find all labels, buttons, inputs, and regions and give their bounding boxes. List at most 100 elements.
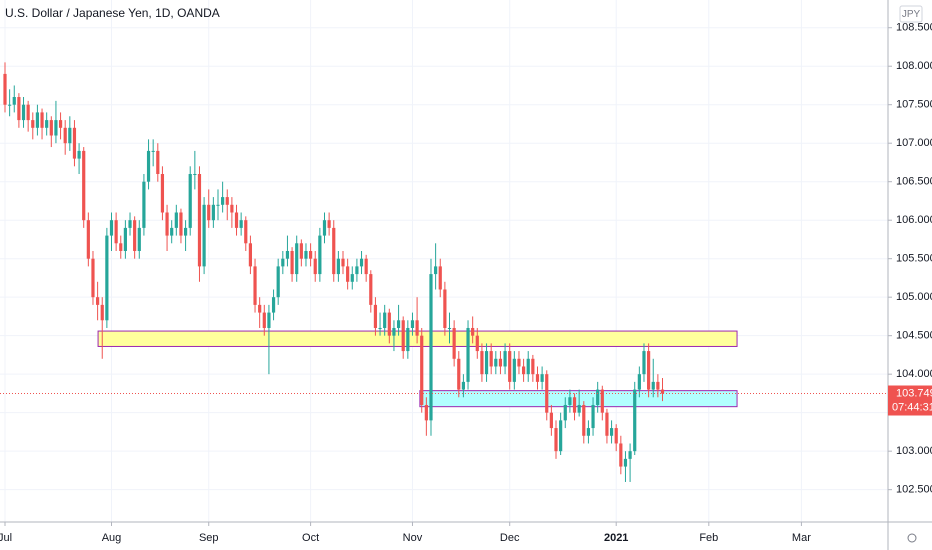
candle-body — [17, 97, 21, 121]
currency-label[interactable]: JPY — [902, 9, 921, 20]
candle-body — [267, 312, 271, 328]
candle-body — [197, 174, 202, 267]
candle-body — [410, 320, 415, 328]
x-tick-label: Jul — [0, 532, 12, 544]
plot — [0, 62, 888, 482]
x-tick-label: Feb — [699, 532, 718, 544]
candle-body — [526, 358, 530, 375]
candle-body — [262, 312, 266, 328]
candle-body — [591, 404, 595, 429]
candle-body — [128, 220, 132, 228]
candle-body — [123, 227, 127, 251]
x-tick-label: 2021 — [604, 532, 628, 544]
y-tick-label: 108.000 — [896, 60, 932, 72]
candle-body — [517, 358, 521, 367]
y-tick-label: 107.000 — [896, 137, 932, 149]
candle-body — [295, 243, 299, 275]
candle-body — [105, 235, 109, 321]
currency-button[interactable] — [899, 5, 923, 23]
x-tick-label: Sep — [199, 532, 219, 544]
y-tick-label: 106.000 — [896, 214, 932, 226]
y-tick-label: 105.000 — [896, 291, 932, 303]
candle-body — [332, 227, 336, 275]
candle-body — [285, 250, 290, 259]
candle-body — [498, 358, 503, 367]
candle-body — [211, 204, 215, 221]
zone — [419, 390, 738, 408]
candle-body — [637, 374, 641, 390]
candle-body — [202, 204, 206, 267]
candle-body — [373, 304, 378, 328]
candle-body — [188, 174, 192, 228]
candle-body — [540, 374, 544, 382]
candle-body — [318, 235, 322, 275]
candle-body — [494, 358, 498, 367]
candle-body — [568, 397, 572, 405]
candle-body — [341, 258, 345, 267]
candle-body — [420, 335, 424, 405]
candle-body — [234, 212, 239, 228]
candle-body — [281, 258, 285, 267]
candle-body — [577, 404, 581, 413]
candle-body — [387, 312, 391, 336]
y-tick-label: 104.000 — [896, 368, 932, 380]
candle-body — [535, 374, 540, 382]
candle-body — [651, 381, 655, 390]
candle-body — [221, 197, 225, 205]
candle-body — [336, 258, 340, 275]
candle-body — [276, 266, 280, 298]
candle-body — [21, 104, 26, 121]
candle-body — [359, 258, 364, 267]
candle-body — [109, 220, 114, 236]
candle-body — [660, 389, 665, 394]
candle-body — [54, 120, 58, 136]
candle-body — [452, 327, 456, 359]
candle-body — [364, 258, 368, 275]
candle-body — [605, 412, 609, 436]
candle-body — [656, 381, 660, 390]
candle-body — [327, 220, 331, 228]
candle-body — [647, 351, 651, 390]
candle-body — [100, 304, 104, 321]
candle-body — [438, 266, 442, 290]
last-price-box — [888, 385, 932, 416]
candle-body — [429, 274, 433, 421]
candle-body — [378, 327, 382, 329]
candle-body — [355, 266, 359, 275]
candle-body — [63, 127, 67, 144]
candle-body — [628, 451, 632, 459]
candle-body — [434, 266, 438, 275]
y-tick-label: 107.500 — [896, 99, 932, 111]
candle-body — [225, 197, 229, 205]
candle-body — [290, 250, 294, 275]
candle-body — [142, 181, 146, 228]
candle-body — [114, 220, 118, 244]
settings-icon[interactable] — [907, 533, 917, 543]
candle-body — [72, 127, 77, 159]
candle-body — [475, 335, 479, 352]
settings-gear[interactable] — [907, 533, 917, 543]
candle-body — [119, 243, 123, 251]
candle-body — [424, 404, 428, 421]
candle-body — [642, 351, 646, 375]
candle-body — [484, 351, 489, 375]
candle-body — [309, 250, 313, 259]
candle-body — [559, 420, 563, 452]
candle-body — [82, 150, 86, 221]
last-price-label: 103.749 — [896, 387, 932, 399]
candle-body — [271, 297, 276, 313]
y-tick-label: 104.500 — [896, 330, 932, 342]
candle-body — [35, 112, 40, 128]
candle-body — [563, 404, 567, 421]
candle-body — [299, 243, 303, 259]
candle-body — [133, 220, 137, 251]
candle-body — [457, 358, 461, 390]
grid — [0, 0, 888, 522]
candle-body — [151, 150, 155, 152]
candle-body — [248, 243, 253, 267]
candle-body — [77, 150, 81, 159]
candle-body — [253, 266, 257, 305]
candle-body — [239, 220, 243, 228]
